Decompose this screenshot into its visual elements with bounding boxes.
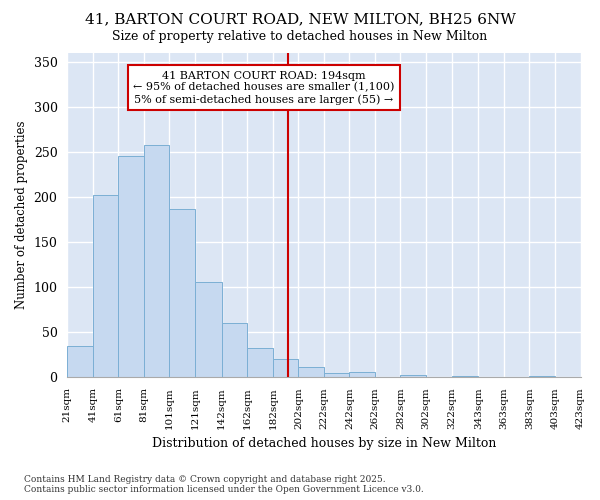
Bar xyxy=(349,372,375,378)
Bar xyxy=(195,282,222,378)
Text: Contains HM Land Registry data © Crown copyright and database right 2025.
Contai: Contains HM Land Registry data © Crown c… xyxy=(24,474,424,494)
Bar xyxy=(324,373,349,378)
Bar xyxy=(144,144,169,378)
Bar xyxy=(247,348,273,378)
Bar xyxy=(529,376,555,378)
Bar xyxy=(222,323,247,378)
Text: 41 BARTON COURT ROAD: 194sqm
← 95% of detached houses are smaller (1,100)
5% of : 41 BARTON COURT ROAD: 194sqm ← 95% of de… xyxy=(133,70,395,105)
Text: Size of property relative to detached houses in New Milton: Size of property relative to detached ho… xyxy=(112,30,488,43)
Y-axis label: Number of detached properties: Number of detached properties xyxy=(15,120,28,309)
Bar xyxy=(67,346,93,378)
Bar xyxy=(93,195,118,378)
Bar xyxy=(273,360,298,378)
Text: 41, BARTON COURT ROAD, NEW MILTON, BH25 6NW: 41, BARTON COURT ROAD, NEW MILTON, BH25 … xyxy=(85,12,515,26)
Bar xyxy=(452,376,478,378)
Bar xyxy=(169,210,195,378)
X-axis label: Distribution of detached houses by size in New Milton: Distribution of detached houses by size … xyxy=(152,437,496,450)
Bar xyxy=(400,374,426,378)
Bar xyxy=(298,368,324,378)
Bar xyxy=(118,156,144,378)
